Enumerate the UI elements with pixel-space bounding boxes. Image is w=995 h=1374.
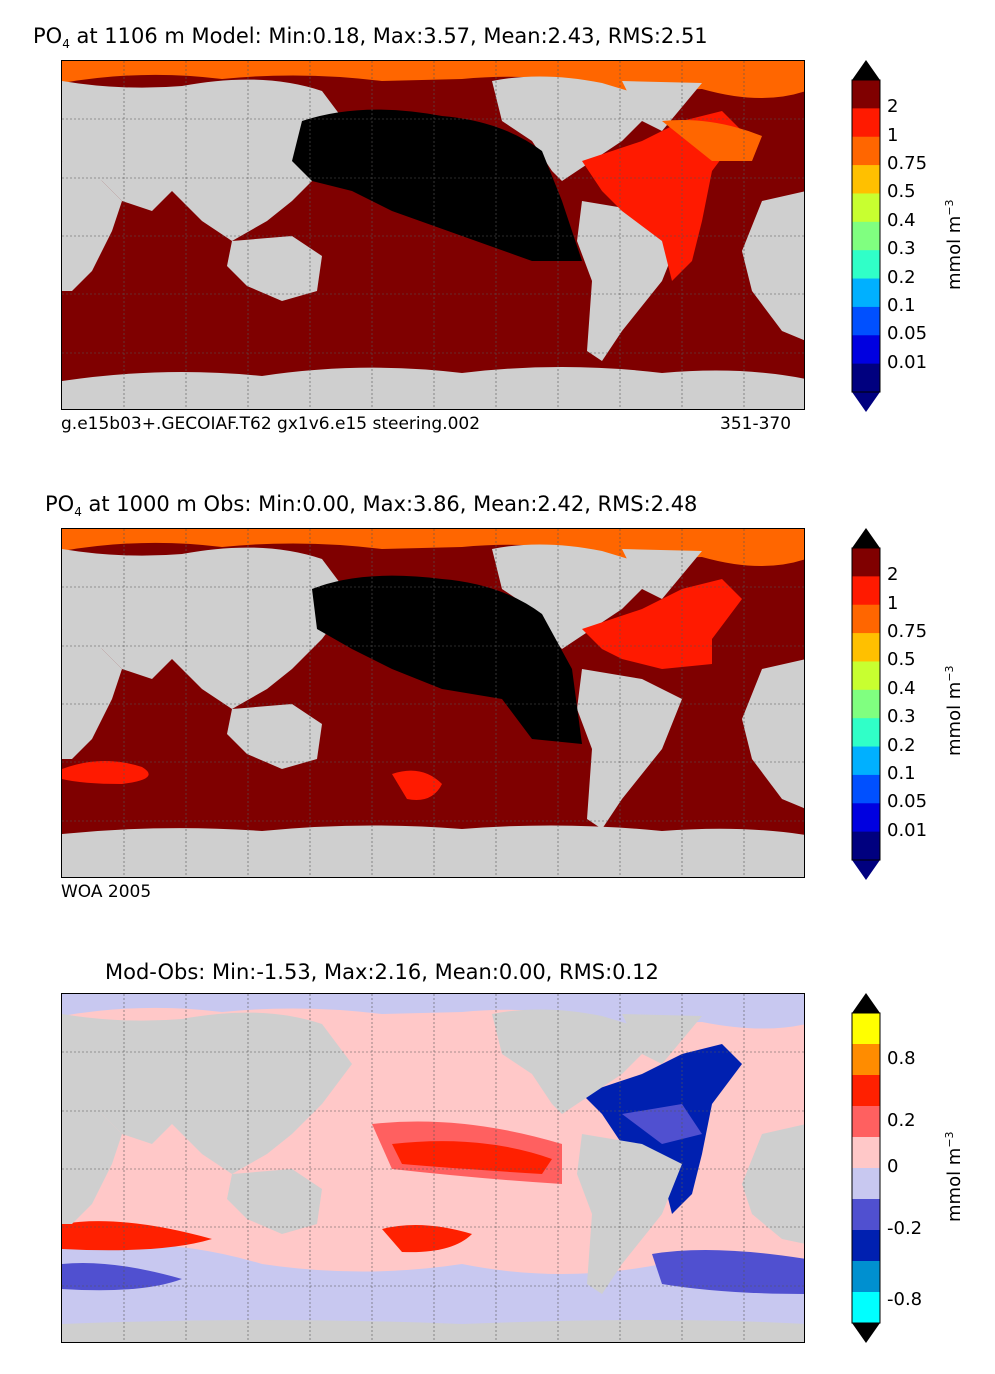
colorbar-segment bbox=[852, 335, 880, 365]
colorbar-segment bbox=[852, 803, 880, 833]
colorbar-obs-unit: mmol m−3 bbox=[943, 665, 965, 756]
model-map bbox=[61, 60, 805, 410]
colorbar-top-arrow bbox=[852, 60, 880, 80]
panel1-caption-right: 351-370 bbox=[720, 414, 792, 434]
panel2-title: PO4 at 1000 m Obs: Min:0.00, Max:3.86, M… bbox=[45, 492, 698, 520]
colorbar-segment bbox=[852, 1168, 880, 1200]
colorbar-tick-label: 0.2 bbox=[887, 1109, 916, 1131]
colorbar-segment bbox=[852, 1013, 880, 1045]
colorbar-segment bbox=[852, 1106, 880, 1138]
colorbar-model-unit: mmol m−3 bbox=[943, 199, 965, 290]
colorbar-tick-label: 1 bbox=[887, 124, 899, 146]
colorbar-segment bbox=[852, 661, 880, 691]
colorbar-segment bbox=[852, 1044, 880, 1076]
colorbar-tick-label: 0.5 bbox=[887, 181, 916, 203]
colorbar-segment bbox=[852, 746, 880, 776]
colorbar-segment bbox=[852, 221, 880, 251]
colorbar-segment bbox=[852, 278, 880, 308]
colorbar-segment bbox=[852, 108, 880, 138]
colorbar-diff bbox=[851, 993, 881, 1343]
colorbar-segment bbox=[852, 576, 880, 606]
panel2-caption-left: WOA 2005 bbox=[61, 882, 152, 902]
colorbar-tick-label: 0.5 bbox=[887, 649, 916, 671]
colorbar-tick-label: 0.1 bbox=[887, 294, 916, 316]
colorbar-segment bbox=[852, 831, 880, 861]
colorbar-segment bbox=[852, 1075, 880, 1107]
colorbar-model bbox=[851, 60, 881, 412]
colorbar-bottom-arrow bbox=[852, 1323, 880, 1343]
colorbar-segment bbox=[852, 363, 880, 393]
colorbar-tick-label: 0 bbox=[887, 1156, 899, 1177]
colorbar-tick-label: 0.75 bbox=[887, 153, 928, 175]
colorbar-segment bbox=[852, 689, 880, 719]
colorbar-frame bbox=[851, 79, 881, 393]
colorbar-segment bbox=[852, 80, 880, 109]
colorbar-tick-label: 0.3 bbox=[887, 706, 916, 728]
colorbar-segment bbox=[852, 136, 880, 166]
colorbar-tick-label: 1 bbox=[887, 592, 899, 614]
colorbar-top-arrow bbox=[852, 528, 880, 548]
diff-map bbox=[61, 993, 805, 1343]
colorbar-segment bbox=[852, 1137, 880, 1169]
obs-map-plot bbox=[62, 529, 804, 877]
colorbar-segment bbox=[852, 1230, 880, 1262]
colorbar-tick-label: -0.2 bbox=[887, 1218, 923, 1239]
colorbar-diff-svg bbox=[851, 993, 881, 1343]
colorbar-tick-label: 0.2 bbox=[887, 734, 916, 756]
colorbar-tick-label: -0.8 bbox=[887, 1289, 923, 1311]
colorbar-segment bbox=[852, 306, 880, 336]
colorbar-obs-svg bbox=[851, 528, 881, 880]
model-map-plot bbox=[62, 61, 804, 409]
colorbar-segment bbox=[852, 633, 880, 662]
colorbar-segment bbox=[852, 250, 880, 280]
panel1-caption-left: g.e15b03+.GECOIAF.T62 gx1v6.e15 steering… bbox=[61, 414, 481, 434]
panel1-title: PO4 at 1106 m Model: Min:0.18, Max:3.57,… bbox=[33, 24, 708, 52]
obs-map bbox=[61, 528, 805, 878]
colorbar-obs bbox=[851, 528, 881, 880]
colorbar-tick-label: 0.01 bbox=[887, 819, 928, 841]
colorbar-tick-label: 0.4 bbox=[887, 209, 916, 231]
colorbar-segment bbox=[852, 165, 880, 194]
colorbar-segment bbox=[852, 1199, 880, 1231]
colorbar-segment bbox=[852, 718, 880, 748]
colorbar-tick-label: 2 bbox=[887, 96, 899, 118]
colorbar-tick-label: 0.4 bbox=[887, 677, 916, 699]
colorbar-frame bbox=[851, 1012, 881, 1324]
colorbar-bottom-arrow bbox=[852, 392, 880, 412]
colorbar-segment bbox=[852, 193, 880, 223]
colorbar-segment bbox=[852, 1292, 880, 1324]
colorbar-tick-label: 0.05 bbox=[887, 323, 928, 345]
colorbar-segment bbox=[852, 548, 880, 577]
colorbar-frame bbox=[851, 547, 881, 861]
colorbar-segment bbox=[852, 1261, 880, 1293]
colorbar-tick-label: 0.3 bbox=[887, 238, 916, 260]
colorbar-segment bbox=[852, 774, 880, 804]
colorbar-top-arrow bbox=[852, 993, 880, 1013]
diff-map-plot bbox=[62, 994, 804, 1342]
colorbar-bottom-arrow bbox=[852, 860, 880, 880]
colorbar-tick-label: 0.1 bbox=[887, 762, 916, 784]
colorbar-tick-label: 0.8 bbox=[887, 1047, 916, 1069]
colorbar-tick-label: 0.75 bbox=[887, 621, 928, 643]
colorbar-tick-label: 2 bbox=[887, 564, 899, 586]
colorbar-segment bbox=[852, 604, 880, 634]
panel3-title: Mod-Obs: Min:-1.53, Max:2.16, Mean:0.00,… bbox=[105, 960, 659, 984]
colorbar-tick-label: 0.05 bbox=[887, 791, 928, 813]
colorbar-model-svg bbox=[851, 60, 881, 412]
colorbar-tick-label: 0.2 bbox=[887, 266, 916, 288]
colorbar-tick-label: 0.01 bbox=[887, 351, 928, 373]
colorbar-diff-unit: mmol m−3 bbox=[943, 1131, 965, 1222]
